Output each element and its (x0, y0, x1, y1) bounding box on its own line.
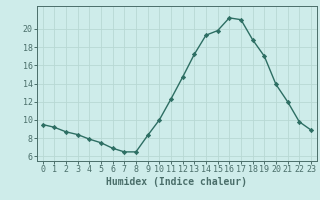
X-axis label: Humidex (Indice chaleur): Humidex (Indice chaleur) (106, 177, 247, 187)
